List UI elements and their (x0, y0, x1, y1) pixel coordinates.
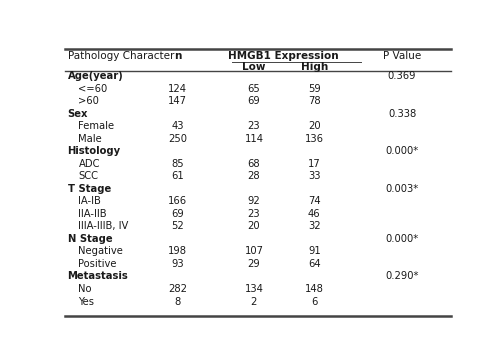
Text: 198: 198 (169, 246, 188, 256)
Text: 0.369: 0.369 (388, 71, 416, 81)
Text: IIIA-IIIB, IV: IIIA-IIIB, IV (78, 221, 129, 231)
Text: 74: 74 (308, 196, 320, 206)
Text: Pathology Character: Pathology Character (67, 51, 174, 61)
Text: T Stage: T Stage (67, 184, 111, 194)
Text: HMGB1 Expression: HMGB1 Expression (228, 51, 339, 61)
Text: 166: 166 (169, 196, 188, 206)
Text: 68: 68 (247, 159, 260, 169)
Text: 85: 85 (172, 159, 184, 169)
Text: 46: 46 (308, 209, 320, 219)
Text: 52: 52 (172, 221, 184, 231)
Text: 32: 32 (308, 221, 320, 231)
Text: Low: Low (242, 62, 266, 72)
Text: 136: 136 (305, 134, 324, 144)
Text: Metastasis: Metastasis (67, 271, 128, 282)
Text: IA-IB: IA-IB (78, 196, 101, 206)
Text: 23: 23 (247, 209, 260, 219)
Text: P Value: P Value (383, 51, 421, 61)
Text: 29: 29 (247, 259, 260, 269)
Text: 20: 20 (247, 221, 260, 231)
Text: 282: 282 (169, 284, 188, 294)
Text: 107: 107 (244, 246, 264, 256)
Text: 69: 69 (172, 209, 184, 219)
Text: Negative: Negative (78, 246, 123, 256)
Text: 6: 6 (311, 297, 317, 307)
Text: 92: 92 (247, 196, 260, 206)
Text: N Stage: N Stage (67, 234, 112, 244)
Text: 0.290*: 0.290* (385, 271, 419, 282)
Text: 17: 17 (308, 159, 321, 169)
Text: 0.338: 0.338 (388, 109, 416, 119)
Text: 61: 61 (172, 171, 184, 181)
Text: 69: 69 (247, 96, 260, 106)
Text: Histology: Histology (67, 146, 121, 156)
Text: Male: Male (78, 134, 102, 144)
Text: 78: 78 (308, 96, 320, 106)
Text: Age(year): Age(year) (67, 71, 123, 81)
Text: Positive: Positive (78, 259, 117, 269)
Text: IIA-IIB: IIA-IIB (78, 209, 107, 219)
Text: Female: Female (78, 121, 115, 131)
Text: 250: 250 (169, 134, 188, 144)
Text: 93: 93 (172, 259, 184, 269)
Text: 147: 147 (169, 96, 188, 106)
Text: 59: 59 (308, 84, 321, 94)
Text: No: No (78, 284, 92, 294)
Text: 8: 8 (175, 297, 181, 307)
Text: 0.000*: 0.000* (385, 234, 418, 244)
Text: 148: 148 (305, 284, 324, 294)
Text: 124: 124 (169, 84, 188, 94)
Text: Sex: Sex (67, 109, 88, 119)
Text: 134: 134 (244, 284, 264, 294)
Text: >60: >60 (78, 96, 100, 106)
Text: 114: 114 (244, 134, 264, 144)
Text: 0.000*: 0.000* (385, 146, 418, 156)
Text: 65: 65 (247, 84, 260, 94)
Text: ADC: ADC (78, 159, 100, 169)
Text: 23: 23 (247, 121, 260, 131)
Text: 43: 43 (172, 121, 184, 131)
Text: 2: 2 (250, 297, 257, 307)
Text: Yes: Yes (78, 297, 95, 307)
Text: 0.003*: 0.003* (385, 184, 418, 194)
Text: n: n (174, 51, 182, 61)
Text: High: High (301, 62, 328, 72)
Text: 91: 91 (308, 246, 321, 256)
Text: SCC: SCC (78, 171, 99, 181)
Text: <=60: <=60 (78, 84, 108, 94)
Text: 33: 33 (308, 171, 320, 181)
Text: 20: 20 (308, 121, 320, 131)
Text: 28: 28 (247, 171, 260, 181)
Text: 64: 64 (308, 259, 320, 269)
